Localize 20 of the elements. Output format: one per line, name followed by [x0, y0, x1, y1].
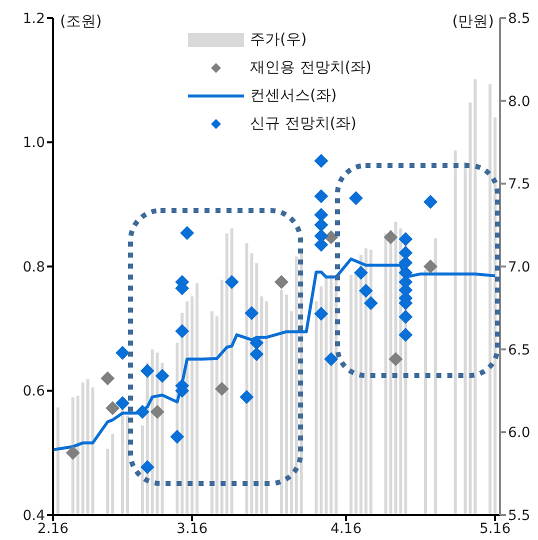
x-tick-label: 5.16	[479, 520, 511, 537]
y2-axis-title: (만원)	[452, 12, 494, 31]
legend-label: 재인용 전망치(좌)	[250, 58, 372, 77]
y2-tick-label: 7.0	[508, 259, 530, 276]
y2-tick-label: 6.0	[508, 425, 530, 442]
y-tick-label: 1.0	[22, 135, 45, 152]
legend-label: 컨센서스(좌)	[250, 86, 337, 105]
legend-label: 신규 전망치(좌)	[250, 114, 356, 133]
legend-label: 주가(우)	[250, 30, 307, 49]
y2-tick-label: 8.5	[508, 10, 530, 27]
y-tick-label: 0.8	[22, 259, 45, 276]
y-tick-label: 0.6	[22, 384, 46, 400]
y2-tick-label: 6.5	[508, 342, 530, 358]
x-tick-label: 3.16	[176, 520, 208, 537]
y-tick-label: 1.2	[22, 10, 45, 27]
x-tick-label: 4.16	[330, 520, 362, 537]
y2-tick-label: 5.5	[508, 508, 530, 524]
y-axis-title: (조원)	[60, 12, 102, 31]
y2-tick-label: 8.0	[508, 94, 530, 110]
y2-tick-label: 7.5	[508, 176, 530, 193]
